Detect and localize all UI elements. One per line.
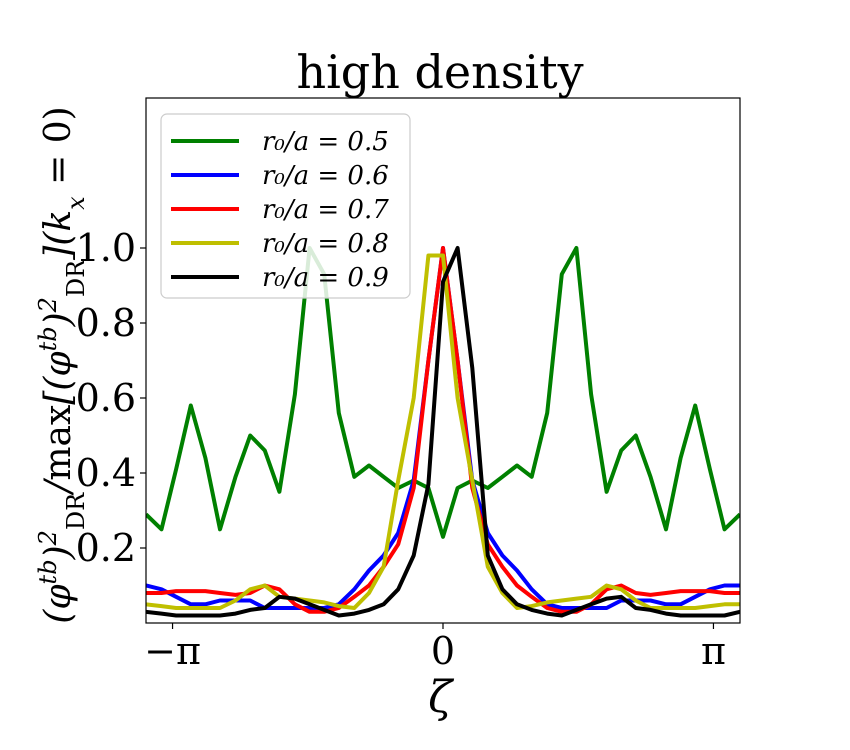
chart-title: high density (296, 45, 583, 99)
series-line-5 (146, 246, 740, 618)
legend-label-2: r₀/a = 0.6 (262, 161, 389, 191)
y-tick-label-4: 0.8 (76, 301, 136, 345)
x-tick-label-3: π (701, 629, 726, 673)
legend-label-4: r₀/a = 0.8 (262, 229, 389, 259)
y-tick-label-1: 0.2 (76, 526, 136, 570)
legend-label-1: r₀/a = 0.5 (262, 127, 389, 157)
legend: r₀/a = 0.5 r₀/a = 0.6 r₀/a = 0.7 r₀/a = 0.8… (160, 113, 411, 299)
legend-label-3: r₀/a = 0.7 (262, 195, 389, 225)
series-line-4 (146, 253, 740, 610)
plot-area (146, 246, 740, 618)
y-axis-label: (φtb)2DR/max[(φtb)2DR](kx = 0) (34, 106, 90, 623)
y-tick-label-3: 0.6 (76, 376, 136, 420)
legend-label-5: r₀/a = 0.9 (262, 263, 389, 293)
axes: −π 0 π 0.2 0.4 0.6 0.8 1.0 (76, 97, 741, 673)
y-tick-label-5: 1.0 (76, 226, 136, 270)
legend-box (160, 113, 411, 299)
y-tick-label-2: 0.4 (76, 451, 136, 495)
x-tick-label-2: 0 (431, 629, 455, 673)
x-tick-label-1: −π (144, 629, 201, 673)
x-axis-label: ζ (428, 672, 455, 723)
series-line-1 (146, 246, 740, 539)
